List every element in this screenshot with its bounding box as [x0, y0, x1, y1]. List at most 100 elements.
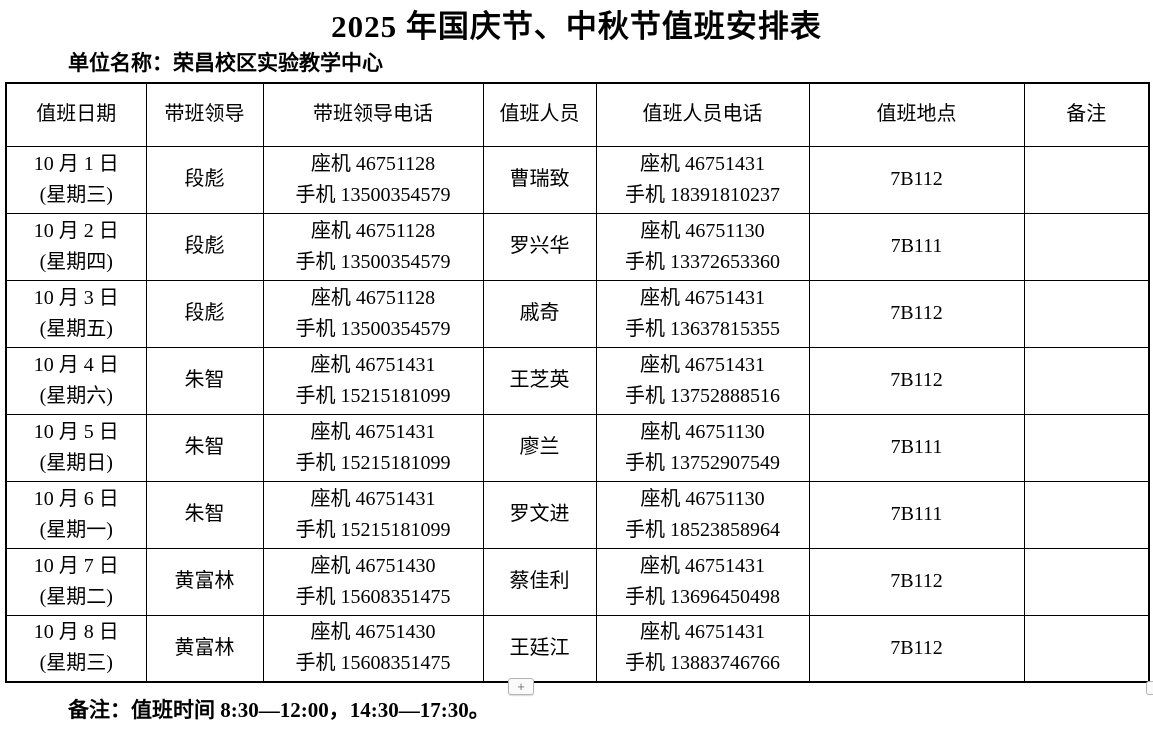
- leader-cell: 朱智: [145, 413, 264, 482]
- duty-date-cell: 10 月 6 日 (星期一): [5, 480, 147, 549]
- table-row: 10 月 3 日 (星期五) 段彪 座机 46751128 手机 1350035…: [5, 279, 1150, 348]
- table-row: 10 月 7 日 (星期二) 黄富林 座机 46751430 手机 156083…: [5, 547, 1150, 616]
- table-row: 10 月 4 日 (星期六) 朱智 座机 46751431 手机 1521518…: [5, 346, 1150, 415]
- landline-line: 座机 46751431: [310, 420, 436, 443]
- landline-line: 座机 46751431: [640, 152, 765, 175]
- header-person-phone: 值班人员电话: [595, 82, 810, 147]
- landline-line: 座机 46751128: [310, 286, 436, 309]
- person-phone-cell: 座机 46751431 手机 13637815355: [595, 279, 810, 348]
- mobile-line: 手机 13637815355: [625, 317, 780, 340]
- table-row: 10 月 1 日 (星期三) 段彪 座机 46751128 手机 1350035…: [5, 145, 1150, 214]
- person-phone-cell: 座机 46751431 手机 18391810237: [595, 145, 810, 214]
- landline-line: 座机 46751431: [310, 487, 436, 510]
- date-line: 10 月 6 日: [33, 487, 119, 510]
- date-line: 10 月 7 日: [33, 554, 119, 577]
- mobile-line: 手机 13500354579: [295, 317, 451, 340]
- location-cell: 7B112: [808, 346, 1025, 415]
- person-cell: 蔡佳利: [482, 547, 597, 616]
- landline-line: 座机 46751130: [640, 420, 765, 443]
- header-duty-date: 值班日期: [5, 82, 147, 147]
- unit-name-label: 单位名称：荣昌校区实验教学中心: [68, 51, 383, 75]
- person-phone-cell: 座机 46751130 手机 13752907549: [595, 413, 810, 482]
- landline-line: 座机 46751430: [310, 621, 436, 644]
- weekday-line: (星期六): [39, 384, 113, 407]
- weekday-line: (星期三): [39, 183, 113, 206]
- location-cell: 7B111: [808, 413, 1025, 482]
- landline-line: 座机 46751430: [310, 554, 436, 577]
- person-phone-cell: 座机 46751130 手机 18523858964: [595, 480, 810, 549]
- header-leader-phone: 带班领导电话: [262, 82, 484, 147]
- leader-phone-cell: 座机 46751430 手机 15608351475: [262, 614, 484, 683]
- duty-date-cell: 10 月 1 日 (星期三): [5, 145, 147, 214]
- mobile-line: 手机 18523858964: [625, 518, 780, 541]
- landline-line: 座机 46751431: [310, 353, 436, 376]
- duty-roster-table: 值班日期 带班领导 带班领导电话 值班人员 值班人员电话 值班地点 备注 10 …: [5, 82, 1150, 683]
- landline-line: 座机 46751128: [310, 219, 436, 242]
- location-cell: 7B112: [808, 145, 1025, 214]
- leader-phone-cell: 座机 46751431 手机 15215181099: [262, 413, 484, 482]
- leader-phone-cell: 座机 46751431 手机 15215181099: [262, 480, 484, 549]
- header-remarks: 备注: [1023, 82, 1150, 147]
- location-cell: 7B112: [808, 547, 1025, 616]
- table-row: 10 月 6 日 (星期一) 朱智 座机 46751431 手机 1521518…: [5, 480, 1150, 549]
- location-cell: 7B111: [808, 480, 1025, 549]
- remark-cell: [1023, 212, 1150, 281]
- landline-line: 座机 46751128: [310, 152, 436, 175]
- remark-cell: [1023, 547, 1150, 616]
- weekday-line: (星期二): [39, 585, 113, 608]
- table-header-row: 值班日期 带班领导 带班领导电话 值班人员 值班人员电话 值班地点 备注: [5, 82, 1150, 147]
- leader-phone-cell: 座机 46751128 手机 13500354579: [262, 145, 484, 214]
- table-handle-right-fragment[interactable]: [1146, 681, 1153, 695]
- remark-cell: [1023, 480, 1150, 549]
- weekday-line: (星期日): [39, 451, 113, 474]
- person-cell: 戚奇: [482, 279, 597, 348]
- remark-cell: [1023, 145, 1150, 214]
- duty-date-cell: 10 月 2 日 (星期四): [5, 212, 147, 281]
- mobile-line: 手机 13372653360: [625, 250, 780, 273]
- landline-line: 座机 46751130: [640, 487, 765, 510]
- location-cell: 7B112: [808, 614, 1025, 683]
- page-title: 2025 年国庆节、中秋节值班安排表: [331, 9, 822, 44]
- table-insert-row-button[interactable]: +: [508, 678, 534, 695]
- leader-phone-cell: 座机 46751128 手机 13500354579: [262, 279, 484, 348]
- leader-phone-cell: 座机 46751128 手机 13500354579: [262, 212, 484, 281]
- landline-line: 座机 46751431: [640, 554, 765, 577]
- date-line: 10 月 5 日: [33, 420, 119, 443]
- location-cell: 7B111: [808, 212, 1025, 281]
- remark-cell: [1023, 614, 1150, 683]
- duty-date-cell: 10 月 8 日 (星期三): [5, 614, 147, 683]
- leader-cell: 段彪: [145, 212, 264, 281]
- mobile-line: 手机 15215181099: [295, 384, 451, 407]
- landline-line: 座机 46751431: [640, 621, 765, 644]
- weekday-line: (星期三): [39, 652, 113, 675]
- date-line: 10 月 4 日: [33, 353, 119, 376]
- mobile-line: 手机 18391810237: [625, 183, 780, 206]
- landline-line: 座机 46751130: [640, 219, 765, 242]
- date-line: 10 月 3 日: [33, 286, 119, 309]
- duty-date-cell: 10 月 7 日 (星期二): [5, 547, 147, 616]
- leader-cell: 段彪: [145, 279, 264, 348]
- mobile-line: 手机 13883746766: [625, 652, 780, 675]
- mobile-line: 手机 15608351475: [295, 585, 451, 608]
- person-phone-cell: 座机 46751431 手机 13883746766: [595, 614, 810, 683]
- mobile-line: 手机 13500354579: [295, 183, 451, 206]
- person-phone-cell: 座机 46751130 手机 13372653360: [595, 212, 810, 281]
- leader-cell: 段彪: [145, 145, 264, 214]
- mobile-line: 手机 15215181099: [295, 451, 451, 474]
- table-row: 10 月 2 日 (星期四) 段彪 座机 46751128 手机 1350035…: [5, 212, 1150, 281]
- mobile-line: 手机 15215181099: [295, 518, 451, 541]
- person-cell: 王廷江: [482, 614, 597, 683]
- leader-cell: 黄富林: [145, 547, 264, 616]
- footer-note: 备注：值班时间 8:30—12:00，14:30—17:30。: [68, 698, 490, 722]
- person-cell: 曹瑞致: [482, 145, 597, 214]
- date-line: 10 月 8 日: [33, 621, 119, 644]
- landline-line: 座机 46751431: [640, 353, 765, 376]
- header-duty-location: 值班地点: [808, 82, 1025, 147]
- mobile-line: 手机 13696450498: [625, 585, 780, 608]
- remark-cell: [1023, 279, 1150, 348]
- header-lead-duty-leader: 带班领导: [145, 82, 264, 147]
- leader-phone-cell: 座机 46751430 手机 15608351475: [262, 547, 484, 616]
- person-phone-cell: 座机 46751431 手机 13752888516: [595, 346, 810, 415]
- landline-line: 座机 46751431: [640, 286, 765, 309]
- person-cell: 罗兴华: [482, 212, 597, 281]
